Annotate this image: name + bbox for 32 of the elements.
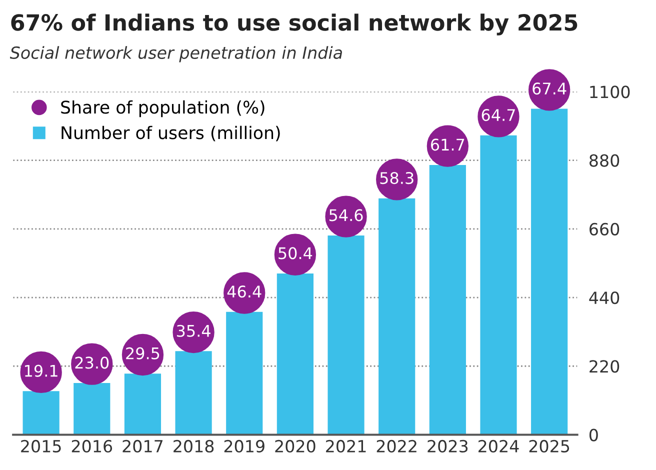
y-tick-label: 0 <box>589 428 598 442</box>
x-tick-label: 2019 <box>224 440 264 453</box>
x-tick-label: 2023 <box>428 440 468 453</box>
x-tick-label: 2015 <box>21 440 61 453</box>
y-tick-label: 440 <box>589 291 620 304</box>
chart-title: 67% of Indians to use social network by 2025 <box>11 14 578 36</box>
y-tick-label: 1100 <box>590 86 630 98</box>
legend-label: Share of population (%) <box>61 100 264 118</box>
annotation: 19.1 <box>25 364 58 377</box>
annotation: 64.7 <box>482 109 515 122</box>
y-tick-label: 220 <box>590 360 620 373</box>
x-tick-label: 2022 <box>376 440 416 453</box>
annotation: 29.5 <box>126 347 160 360</box>
annotation: 61.7 <box>431 138 464 151</box>
annotation: 23.0 <box>75 356 109 369</box>
x-tick-label: 2021 <box>326 440 366 453</box>
annotation: 67.4 <box>532 82 566 95</box>
annotation: 46.4 <box>227 286 262 298</box>
x-tick-label: 2017 <box>122 440 163 453</box>
legend-label: Number of users (million) <box>62 126 280 142</box>
x-tick-label: 2020 <box>275 440 316 453</box>
annotation: 35.4 <box>176 324 210 337</box>
x-tick-label: 2024 <box>478 440 519 453</box>
x-tick-label: 2016 <box>72 440 112 453</box>
annotation: 58.3 <box>380 172 414 184</box>
x-tick-label: 2018 <box>174 440 214 453</box>
chart-subtitle: Social network user penetration in India <box>10 46 342 62</box>
y-tick-label: 880 <box>590 154 620 167</box>
y-tick-label: 660 <box>590 222 620 236</box>
annotation: 50.4 <box>278 247 312 260</box>
annotation: 54.6 <box>329 209 363 222</box>
x-tick-label: 2025 <box>529 440 570 453</box>
